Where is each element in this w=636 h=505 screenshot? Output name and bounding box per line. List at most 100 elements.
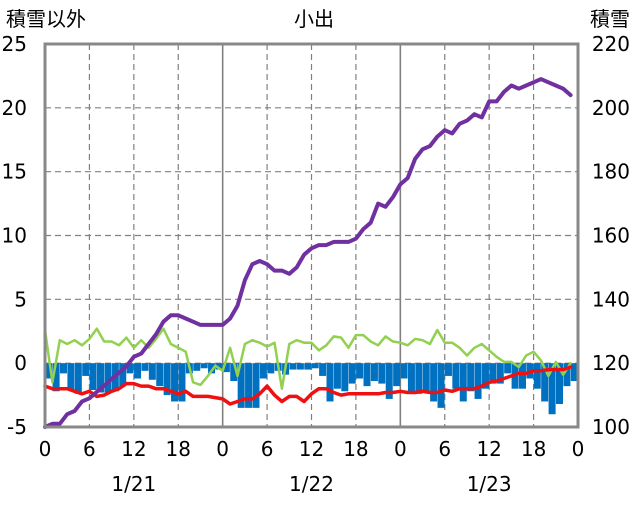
bar — [171, 363, 179, 402]
x-tick-label: 0 — [572, 437, 585, 461]
bar — [252, 363, 260, 408]
date-label: 1/22 — [289, 472, 334, 496]
bar — [415, 363, 423, 394]
bar — [444, 363, 452, 376]
bar — [363, 363, 371, 387]
bar — [148, 363, 156, 380]
bar — [452, 363, 460, 389]
bar — [563, 363, 571, 387]
bar — [267, 363, 275, 374]
bar — [193, 363, 201, 371]
series-line — [43, 327, 572, 390]
bar — [259, 363, 267, 379]
right-tick-label: 180 — [592, 160, 630, 184]
bar — [319, 363, 327, 376]
bar — [163, 363, 171, 396]
x-tick-label: 18 — [166, 437, 191, 461]
x-tick-label: 12 — [121, 437, 146, 461]
left-tick-label: 15 — [2, 160, 27, 184]
date-label: 1/23 — [467, 472, 512, 496]
bar — [178, 363, 186, 402]
bar — [459, 363, 467, 402]
bar — [89, 363, 97, 390]
bar — [104, 363, 112, 393]
bar — [200, 363, 208, 369]
bar — [60, 363, 68, 374]
bar — [156, 363, 164, 387]
bar — [518, 363, 526, 389]
bar — [570, 363, 578, 382]
right-tick-label: 160 — [592, 224, 630, 248]
bar — [378, 363, 386, 384]
bar — [341, 363, 349, 392]
grid-lines — [45, 44, 578, 427]
bar — [119, 363, 127, 387]
bar — [326, 363, 334, 402]
bar — [52, 363, 60, 392]
bar — [289, 363, 297, 370]
right-tick-label: 120 — [592, 351, 630, 375]
x-tick-label: 0 — [394, 437, 407, 461]
x-tick-label: 0 — [39, 437, 52, 461]
bar — [67, 363, 75, 390]
x-tick-label: 6 — [438, 437, 451, 461]
bar — [489, 363, 497, 384]
left-tick-label: 10 — [2, 224, 27, 248]
bar — [393, 363, 401, 387]
bar — [430, 363, 438, 402]
date-label: 1/21 — [111, 472, 156, 496]
series-line — [43, 365, 573, 406]
chart-title: 小出 — [294, 7, 334, 31]
bar — [481, 363, 489, 389]
bar — [82, 363, 90, 376]
bar — [134, 363, 142, 379]
bar — [370, 363, 378, 382]
left-tick-label: 5 — [14, 287, 27, 311]
bar — [467, 363, 475, 392]
left-axis-label: 積雪以外 — [6, 7, 86, 31]
x-tick-label: 6 — [261, 437, 274, 461]
x-tick-label: 6 — [83, 437, 96, 461]
bar — [504, 363, 512, 374]
right-axis-label: 積雪 — [590, 7, 630, 31]
x-tick-label: 0 — [216, 437, 229, 461]
bar — [541, 363, 549, 402]
bar — [222, 363, 230, 373]
bar — [555, 363, 563, 405]
bar — [126, 363, 134, 374]
left-tick-label: -5 — [7, 415, 27, 439]
bar — [245, 363, 253, 408]
bar — [422, 363, 430, 392]
bar — [356, 363, 364, 379]
bar — [400, 363, 408, 379]
plot-frame — [43, 42, 580, 429]
bar — [333, 363, 341, 389]
bar — [141, 363, 149, 371]
bar — [311, 363, 319, 369]
x-tick-label: 18 — [521, 437, 546, 461]
bar — [237, 363, 245, 408]
right-tick-label: 100 — [592, 415, 630, 439]
series-line — [43, 77, 573, 429]
x-tick-label: 12 — [476, 437, 501, 461]
right-tick-label: 200 — [592, 96, 630, 120]
bar — [45, 363, 53, 379]
bar — [437, 363, 445, 408]
left-tick-label: 20 — [2, 96, 27, 120]
bar — [215, 363, 223, 370]
bar — [533, 363, 541, 389]
left-tick-label: 25 — [2, 32, 27, 56]
bar — [385, 363, 393, 399]
bar — [548, 363, 556, 415]
line-series — [43, 77, 573, 429]
x-tick-label: 12 — [299, 437, 324, 461]
right-tick-label: 220 — [592, 32, 630, 56]
bar — [208, 363, 216, 374]
bar — [230, 363, 238, 382]
bar-series — [45, 363, 578, 415]
bar — [97, 363, 105, 393]
bar — [304, 363, 312, 370]
bar — [348, 363, 356, 384]
